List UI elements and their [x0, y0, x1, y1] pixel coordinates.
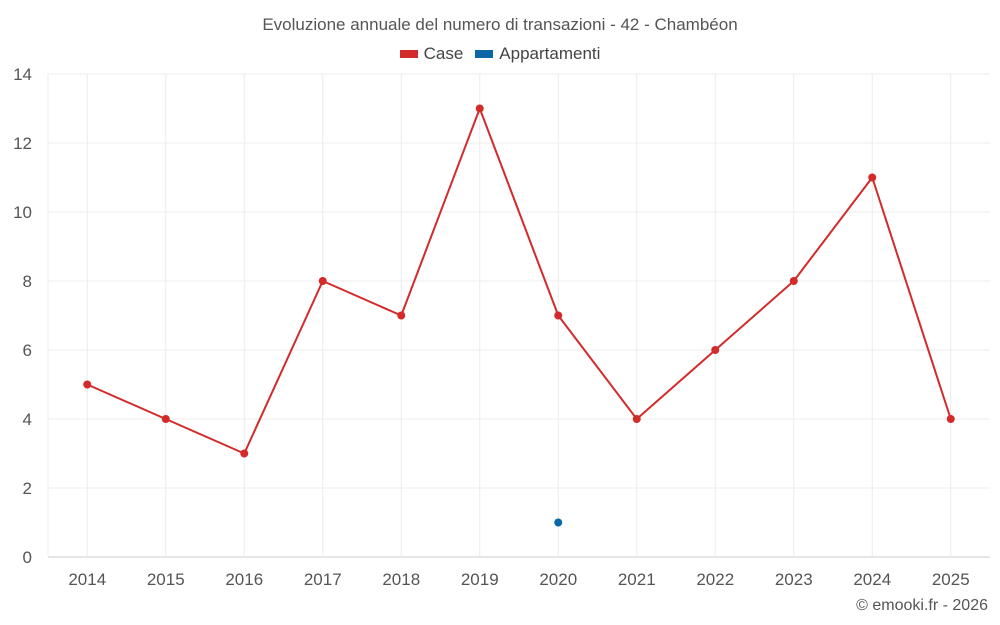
x-tick-label: 2021: [618, 570, 656, 589]
y-tick-label: 0: [23, 548, 32, 567]
data-point-case: [632, 415, 641, 423]
data-point-case: [554, 311, 563, 320]
y-tick-label: 10: [13, 203, 32, 222]
x-tick-label: 2018: [382, 570, 420, 589]
x-tick-label: 2023: [775, 570, 813, 589]
legend-item-appartamenti[interactable]: Appartamenti: [475, 44, 600, 64]
y-tick-label: 12: [13, 134, 32, 153]
data-point-case: [946, 415, 955, 423]
data-point-appartamenti: [554, 518, 563, 527]
legend-label-appartamenti: Appartamenti: [499, 44, 601, 63]
x-tick-label: 2016: [225, 570, 263, 589]
x-tick-label: 2025: [932, 570, 970, 589]
data-point-case: [83, 380, 92, 389]
x-tick-label: 2015: [147, 570, 185, 589]
data-point-case: [475, 104, 484, 113]
x-tick-label: 2014: [68, 570, 106, 589]
y-tick-label: 14: [13, 65, 32, 84]
legend-label-case: Case: [423, 44, 464, 63]
y-tick-label: 6: [23, 341, 32, 360]
x-tick-label: 2017: [304, 570, 342, 589]
credit-text: © emooki.fr - 2026: [856, 597, 988, 614]
data-point-case: [789, 277, 798, 285]
data-point-case: [161, 415, 170, 423]
y-tick-label: 2: [23, 479, 32, 498]
data-point-case: [397, 311, 406, 320]
y-tick-label: 8: [23, 272, 32, 291]
chart-title: Evoluzione annuale del numero di transaz…: [262, 15, 738, 34]
series-line-case: [86, 107, 952, 455]
data-point-case: [318, 277, 327, 285]
legend-swatch-case: [399, 50, 418, 58]
x-tick-label: 2020: [539, 570, 577, 589]
data-point-case: [240, 449, 249, 458]
x-tick-label: 2019: [461, 570, 499, 589]
legend-swatch-appartamenti: [475, 50, 494, 58]
legend: Case Appartamenti: [0, 44, 1000, 64]
x-tick-label: 2024: [853, 570, 891, 589]
x-tick-label: 2022: [696, 570, 734, 589]
legend-item-case[interactable]: Case: [399, 44, 464, 64]
y-tick-label: 4: [23, 410, 32, 429]
data-point-case: [711, 346, 720, 354]
data-point-case: [868, 173, 877, 182]
